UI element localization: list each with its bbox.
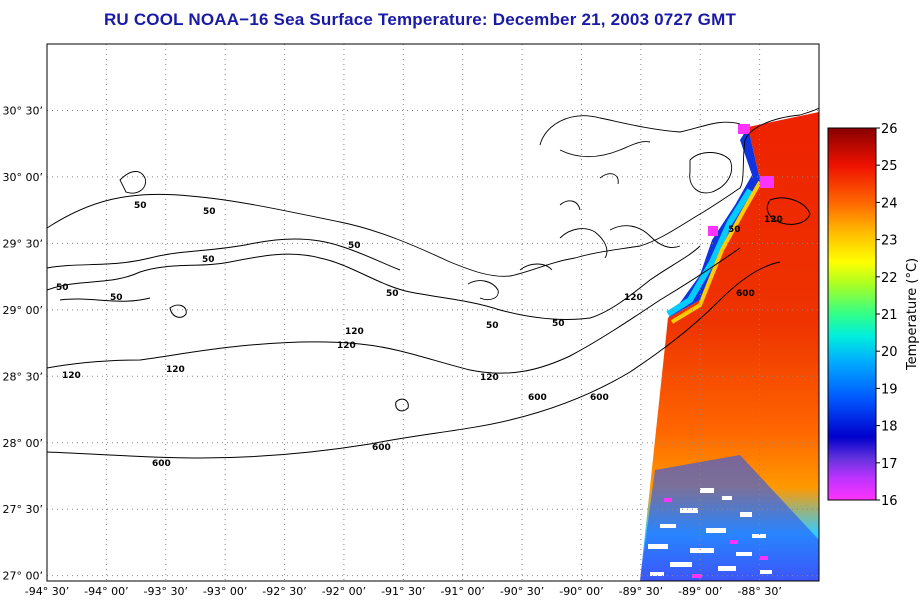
isobath-label: 120 — [624, 293, 643, 303]
colorbar-title: Temperature (°C) — [905, 258, 920, 371]
colorbar-tick-label: 25 — [881, 159, 898, 174]
isobath-label: 600 — [736, 289, 755, 299]
lon-tick-label: -92° 00’ — [322, 585, 366, 598]
isobath-label: 50 — [134, 201, 147, 211]
isobath-label: 50 — [202, 255, 215, 265]
map-border — [46, 43, 820, 582]
lon-tick-label: -90° 00’ — [559, 585, 603, 598]
isobath-label: 50 — [486, 321, 499, 331]
lat-tick-label: 29° 00’ — [3, 304, 44, 317]
isobath-label: 50 — [203, 207, 216, 217]
colorbar-tick-label: 24 — [881, 196, 898, 211]
isobath-label: 600 — [590, 393, 609, 403]
isobath-label: 50 — [386, 289, 399, 299]
isobath-label: 120 — [62, 371, 81, 381]
lon-tick-label: -89° 00’ — [678, 585, 722, 598]
colorbar-scale — [827, 127, 877, 501]
isobath-label: 120 — [764, 215, 783, 225]
isobath-label: 120 — [166, 365, 185, 375]
isobath-label: 50 — [552, 319, 565, 329]
latitude-labels: 30° 30’ 30° 00’ 29° 30’ 29° 00’ 28° 30’ 28° 0… — [3, 104, 44, 582]
lat-tick-label: 30° 30’ — [3, 104, 44, 117]
isobath-label: 50 — [56, 283, 69, 293]
lon-tick-label: -93° 30’ — [144, 585, 188, 598]
lon-tick-label: -90° 30’ — [500, 585, 544, 598]
isobath-label: 600 — [528, 393, 547, 403]
colorbar-tick-label: 20 — [881, 345, 898, 360]
coastline — [47, 107, 819, 301]
map-title: RU COOL NOAA−16 Sea Surface Temperature:… — [103, 10, 737, 29]
isobath-label: 600 — [372, 443, 391, 453]
colorbar-tick-label: 17 — [881, 457, 898, 472]
colorbar-tick-label: 16 — [881, 494, 898, 509]
lat-tick-label: 27° 00’ — [3, 570, 44, 583]
colorbar-tick-label: 23 — [881, 234, 898, 249]
isobath-label: 50 — [110, 293, 123, 303]
isobath-label: 600 — [152, 459, 171, 469]
longitude-labels: -94° 30’ -94° 00’ -93° 30’ -93° 00’ -92° 30’… — [25, 585, 782, 598]
lon-tick-label: -91° 00’ — [440, 585, 484, 598]
lat-tick-label: 27° 30’ — [3, 503, 44, 516]
colorbar-ticks: 26 25 24 23 22 21 20 19 18 17 16 — [876, 122, 898, 509]
lon-tick-label: -94° 00’ — [84, 585, 128, 598]
lat-tick-label: 28° 30’ — [3, 370, 44, 383]
lat-tick-label: 30° 00’ — [3, 171, 44, 184]
colorbar-tick-label: 18 — [881, 420, 898, 435]
isobath-labels: 50 50 50 50 50 50 50 50 50 50 120 120 12… — [56, 201, 783, 469]
colorbar-tick-label: 21 — [881, 308, 898, 323]
colorbar: 26 25 24 23 22 21 20 19 18 17 16 Temperature (°C) — [827, 122, 920, 509]
isobath-label: 50 — [728, 225, 741, 235]
isobath-label: 120 — [337, 341, 356, 351]
lon-tick-label: -93° 00’ — [203, 585, 247, 598]
isobath-label: 50 — [348, 241, 361, 251]
colorbar-tick-label: 19 — [881, 382, 898, 397]
lon-tick-label: -91° 30’ — [381, 585, 425, 598]
lon-tick-label: -92° 30’ — [262, 585, 306, 598]
isobath-label: 120 — [480, 373, 499, 383]
isobaths — [47, 197, 811, 459]
colorbar-tick-label: 26 — [881, 122, 898, 137]
lon-tick-label: -94° 30’ — [25, 585, 69, 598]
lon-tick-label: -89° 30’ — [619, 585, 663, 598]
sst-swath — [640, 112, 819, 581]
colorbar-tick-label: 22 — [881, 271, 898, 286]
lon-tick-label: -88° 30’ — [737, 585, 781, 598]
isobath-label: 120 — [345, 327, 364, 337]
lat-tick-label: 29° 30’ — [3, 237, 44, 250]
graticule — [46, 44, 819, 581]
lat-tick-label: 28° 00’ — [3, 437, 44, 450]
